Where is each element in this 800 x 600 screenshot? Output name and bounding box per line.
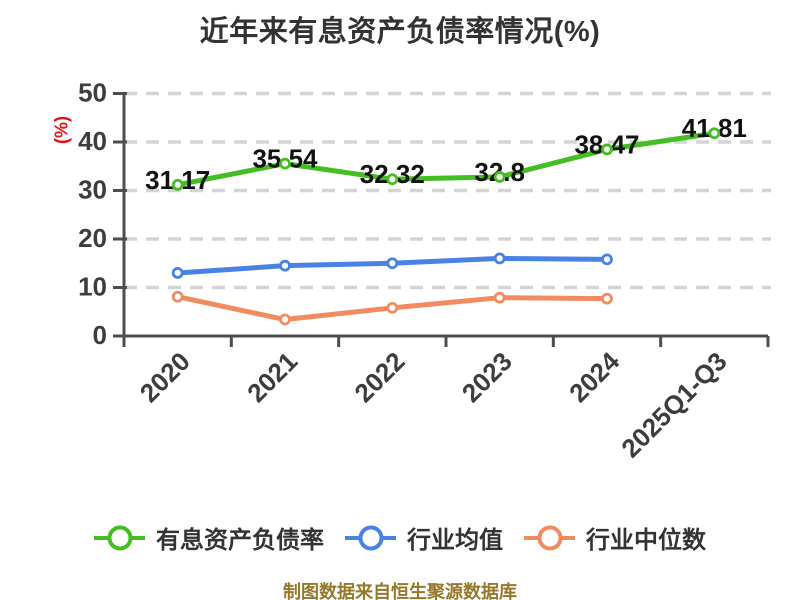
y-tick-label: 50 <box>78 78 107 108</box>
legend-marker-green-icon <box>94 524 145 551</box>
series-markers-2 <box>171 290 613 326</box>
data-source-caption: 制图数据来自恒生聚源数据库 <box>283 582 517 600</box>
legend-label: 行业均值 <box>407 527 503 554</box>
data-point <box>279 157 291 170</box>
legend-marker-blue-icon <box>345 524 396 551</box>
series-markers-0 <box>171 127 721 191</box>
legend-item-interest-debt-ratio[interactable]: 有息资产负债率 <box>94 520 324 555</box>
data-point <box>279 259 291 272</box>
data-point <box>601 253 613 266</box>
data-point <box>601 292 613 305</box>
data-point <box>493 252 506 265</box>
data-point <box>386 173 399 186</box>
line-chart-plot: 0 10 20 30 40 50 2020 2021 2022 2023 20242025Q1-Q3… <box>78 78 771 464</box>
x-tick-label: 2025Q1-Q3 <box>615 346 732 463</box>
data-point <box>493 171 506 183</box>
axis-lines <box>122 93 768 338</box>
y-tick-label: 20 <box>78 223 107 253</box>
data-point <box>386 301 399 314</box>
data-point <box>279 313 291 326</box>
legend-label: 有息资产负债率 <box>156 527 324 554</box>
legend: 有息资产负债率 行业均值 行业中位数 <box>0 520 800 555</box>
chart-title: 近年来有息资产负债率情况(%) <box>199 16 601 48</box>
data-point <box>708 127 721 140</box>
data-point <box>601 143 613 156</box>
x-tick-label: 2023 <box>456 346 518 408</box>
data-point <box>493 291 506 304</box>
y-tick-label: 0 <box>93 320 107 350</box>
data-point <box>386 257 399 270</box>
legend-item-industry-median[interactable]: 行业中位数 <box>524 520 706 555</box>
y-tick-label: 10 <box>78 272 107 302</box>
data-labels: 31.1735.5432.3232.838.4741.81 <box>145 113 747 195</box>
series-line-0 <box>175 130 717 188</box>
series-markers-1 <box>171 252 613 279</box>
legend-item-industry-mean[interactable]: 行业均值 <box>345 520 503 555</box>
x-axis-ticks <box>122 336 770 347</box>
legend-marker-orange-icon <box>524 524 575 551</box>
y-tick-label: 30 <box>78 175 107 205</box>
x-tick-label: 2021 <box>241 346 303 408</box>
y-axis-ticks: 0 10 20 30 40 50 <box>78 78 127 350</box>
data-point <box>171 267 184 279</box>
legend-label: 行业中位数 <box>586 527 706 554</box>
x-tick-label: 2022 <box>348 346 410 408</box>
y-tick-label: 40 <box>78 126 107 156</box>
data-point <box>171 178 184 191</box>
x-tick-label: 2020 <box>134 346 196 408</box>
data-point <box>171 290 184 303</box>
x-tick-label: 2024 <box>563 346 625 408</box>
